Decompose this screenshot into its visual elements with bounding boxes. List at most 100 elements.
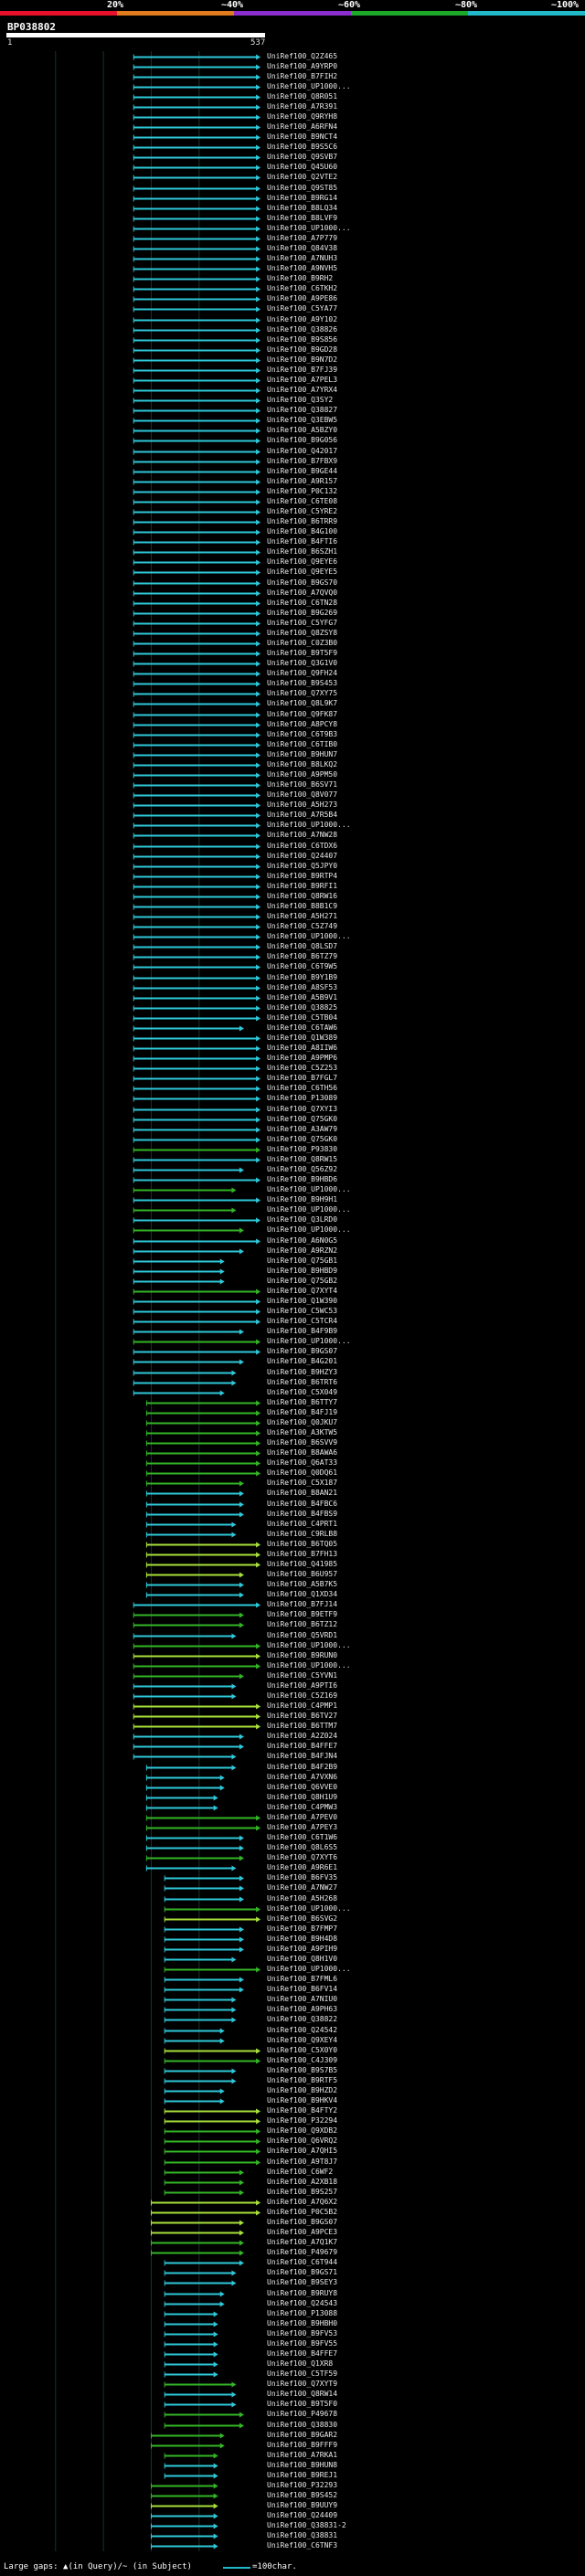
hit-label[interactable]: UniRef100_A7PEL3 xyxy=(267,376,338,384)
hit-label[interactable]: UniRef100_B6TZ12 xyxy=(267,1620,338,1628)
hit-alignment[interactable] xyxy=(145,1400,261,1406)
hit-alignment[interactable] xyxy=(164,2401,237,2408)
hit-label[interactable]: UniRef100_Q9RYH8 xyxy=(267,112,338,121)
hit-alignment[interactable] xyxy=(164,2260,244,2266)
hit-alignment[interactable] xyxy=(145,1572,244,1578)
hit-label[interactable]: UniRef100_B9HZY3 xyxy=(267,1368,338,1376)
hit-alignment[interactable] xyxy=(133,206,261,212)
hit-label[interactable]: UniRef100_B9NCT4 xyxy=(267,133,338,141)
hit-alignment[interactable] xyxy=(133,580,261,587)
hit-alignment[interactable] xyxy=(133,853,261,860)
hit-label[interactable]: UniRef100_UP1000... xyxy=(267,82,351,90)
hit-label[interactable]: UniRef100_B8B1C9 xyxy=(267,902,338,910)
hit-label[interactable]: UniRef100_Q0JKU7 xyxy=(267,1418,338,1426)
hit-label[interactable]: UniRef100_Q3LRD0 xyxy=(267,1215,338,1224)
hit-alignment[interactable] xyxy=(133,752,261,758)
hit-label[interactable]: UniRef100_B9HBH0 xyxy=(267,2319,338,2327)
hit-alignment[interactable] xyxy=(133,762,261,769)
hit-alignment[interactable] xyxy=(164,2412,244,2418)
hit-alignment[interactable] xyxy=(133,1359,244,1365)
hit-alignment[interactable] xyxy=(133,286,261,292)
hit-alignment[interactable] xyxy=(164,2331,218,2337)
hit-label[interactable]: UniRef100_B9G269 xyxy=(267,609,338,617)
hit-alignment[interactable] xyxy=(133,569,261,576)
hit-label[interactable]: UniRef100_A8PCY8 xyxy=(267,720,338,728)
hit-label[interactable]: UniRef100_Q1W390 xyxy=(267,1297,338,1305)
hit-label[interactable]: UniRef100_Q38827 xyxy=(267,406,338,414)
hit-label[interactable]: UniRef100_UP1000... xyxy=(267,821,351,829)
hit-alignment[interactable] xyxy=(164,2088,225,2094)
hit-alignment[interactable] xyxy=(133,641,261,647)
hit-alignment[interactable] xyxy=(164,2463,218,2469)
hit-label[interactable]: UniRef100_C6T944 xyxy=(267,2258,338,2266)
hit-label[interactable]: UniRef100_A3AW79 xyxy=(267,1125,338,1133)
hit-label[interactable]: UniRef100_B9HKV4 xyxy=(267,2096,338,2104)
hit-alignment[interactable] xyxy=(133,1117,261,1123)
hit-alignment[interactable] xyxy=(133,1278,225,1285)
hit-label[interactable]: UniRef100_A7Q6X2 xyxy=(267,2198,338,2206)
hit-label[interactable]: UniRef100_B9GAR2 xyxy=(267,2431,338,2439)
hit-label[interactable]: UniRef100_A7YRX4 xyxy=(267,386,338,394)
hit-alignment[interactable] xyxy=(133,296,261,302)
hit-label[interactable]: UniRef100_Q75GB2 xyxy=(267,1277,338,1285)
hit-label[interactable]: UniRef100_B9REJ1 xyxy=(267,2471,338,2479)
hit-label[interactable]: UniRef100_Q7XYT4 xyxy=(267,1287,338,1295)
hit-label[interactable]: UniRef100_C6TDX6 xyxy=(267,842,338,850)
hit-alignment[interactable] xyxy=(133,246,261,252)
hit-alignment[interactable] xyxy=(133,671,261,677)
hit-label[interactable]: UniRef100_B7FH13 xyxy=(267,1550,338,1558)
hit-label[interactable]: UniRef100_UP1000... xyxy=(267,1965,351,1973)
hit-alignment[interactable] xyxy=(150,2433,225,2439)
hit-alignment[interactable] xyxy=(133,226,261,232)
hit-label[interactable]: UniRef100_C6TE08 xyxy=(267,497,338,505)
hit-alignment[interactable] xyxy=(164,2473,218,2479)
hit-alignment[interactable] xyxy=(133,256,261,262)
hit-label[interactable]: UniRef100_UP1000... xyxy=(267,1641,351,1649)
hit-alignment[interactable] xyxy=(133,1339,261,1345)
hit-alignment[interactable] xyxy=(133,1248,244,1255)
hit-alignment[interactable] xyxy=(133,266,261,272)
hit-alignment[interactable] xyxy=(164,1946,244,1953)
hit-alignment[interactable] xyxy=(145,1775,225,1781)
hit-label[interactable]: UniRef100_Q8L9K7 xyxy=(267,699,338,707)
hit-label[interactable]: UniRef100_B9S257 xyxy=(267,2188,338,2196)
hit-label[interactable]: UniRef100_A9PM50 xyxy=(267,770,338,779)
hit-label[interactable]: UniRef100_Q9EYE6 xyxy=(267,557,338,566)
hit-alignment[interactable] xyxy=(133,1197,261,1203)
hit-alignment[interactable] xyxy=(164,2189,244,2196)
hit-alignment[interactable] xyxy=(133,1187,237,1193)
hit-alignment[interactable] xyxy=(133,1015,261,1022)
hit-label[interactable]: UniRef100_C6TIB0 xyxy=(267,740,338,748)
hit-alignment[interactable] xyxy=(133,1390,225,1396)
hit-label[interactable]: UniRef100_B7FGL7 xyxy=(267,1074,338,1082)
hit-alignment[interactable] xyxy=(145,1592,244,1598)
hit-label[interactable]: UniRef100_A9T8J7 xyxy=(267,2157,338,2166)
hit-label[interactable]: UniRef100_Q24543 xyxy=(267,2299,338,2307)
hit-label[interactable]: UniRef100_B9HBD9 xyxy=(267,1267,338,1275)
hit-alignment[interactable] xyxy=(133,1147,261,1153)
hit-alignment[interactable] xyxy=(164,2301,225,2307)
hit-label[interactable]: UniRef100_Q56Z92 xyxy=(267,1165,338,1173)
hit-alignment[interactable] xyxy=(145,1490,244,1497)
hit-alignment[interactable] xyxy=(133,1207,237,1214)
hit-label[interactable]: UniRef100_B9RFI1 xyxy=(267,882,338,890)
hit-alignment[interactable] xyxy=(133,519,261,525)
hit-label[interactable]: UniRef100_A9PE86 xyxy=(267,294,338,302)
hit-label[interactable]: UniRef100_B6SVV9 xyxy=(267,1438,338,1447)
hit-label[interactable]: UniRef100_B9RUN0 xyxy=(267,1651,338,1659)
hit-label[interactable]: UniRef100_B9HUN8 xyxy=(267,2461,338,2469)
hit-label[interactable]: UniRef100_B4F9B9 xyxy=(267,1327,338,1335)
hit-label[interactable]: UniRef100_Q8R051 xyxy=(267,92,338,101)
hit-alignment[interactable] xyxy=(133,529,261,535)
hit-label[interactable]: UniRef100_A5H273 xyxy=(267,800,338,809)
hit-label[interactable]: UniRef100_Q24409 xyxy=(267,2511,338,2519)
hit-alignment[interactable] xyxy=(133,1238,261,1245)
hit-label[interactable]: UniRef100_B4FJN4 xyxy=(267,1752,338,1760)
hit-alignment[interactable] xyxy=(145,1785,225,1791)
hit-label[interactable]: UniRef100_Q9SVB7 xyxy=(267,153,338,161)
hit-alignment[interactable] xyxy=(133,398,261,404)
hit-label[interactable]: UniRef100_A6N0G5 xyxy=(267,1236,338,1245)
hit-alignment[interactable] xyxy=(133,144,261,151)
hit-label[interactable]: UniRef100_Q9XDB2 xyxy=(267,2126,338,2135)
hit-alignment[interactable] xyxy=(145,1450,261,1457)
